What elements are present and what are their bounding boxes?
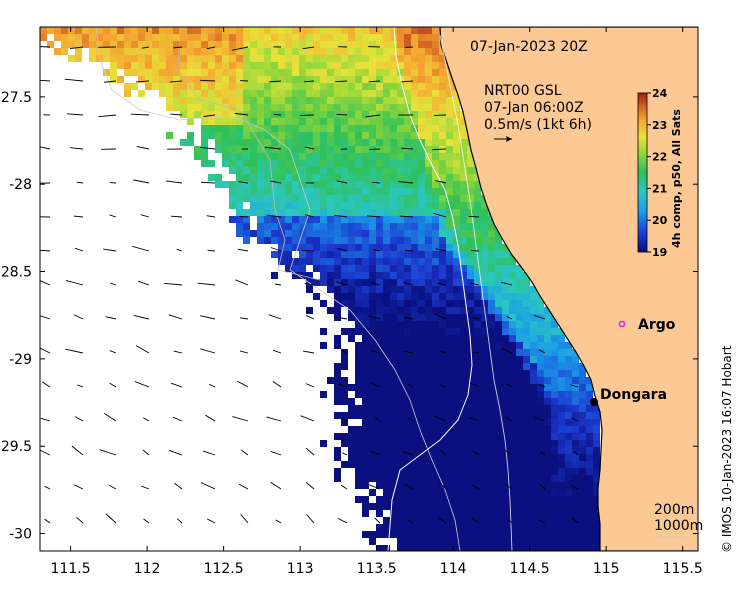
x-tick-label: 113: [287, 561, 314, 577]
x-tick-label: 112.5: [204, 561, 244, 577]
colorbar-tick-label: 20: [652, 214, 668, 227]
depth-contour-200m: [387, 27, 473, 551]
place-dongara: Dongara: [600, 387, 667, 403]
map-title: 07-Jan-2023 20Z: [470, 39, 588, 55]
depth-legend-200m: 200m: [654, 502, 694, 518]
x-tick-label: 114: [440, 561, 467, 577]
y-tick-label: -28: [9, 177, 32, 193]
x-tick-label: 115.5: [663, 561, 703, 577]
x-tick-label: 114.5: [510, 561, 550, 577]
depth-contour-shelf: [95, 27, 461, 551]
x-tick-label: 112: [134, 561, 161, 577]
depth-contour-west: [177, 27, 321, 281]
colorbar-ticks: 24 23 22 21 20 19: [647, 87, 668, 259]
x-tick-label: 111.5: [51, 561, 91, 577]
colorbar-tick-label: 24: [652, 87, 668, 100]
x-tick-label: 115: [593, 561, 620, 577]
plot-frame: [39, 26, 699, 552]
colorbar-tick-label: 21: [652, 182, 667, 195]
sst-field: [40, 27, 600, 551]
y-axis: -27.5 -28 -28.5 -29 -29.5 -30: [0, 90, 698, 543]
colorbar-tick-label: 22: [652, 151, 667, 164]
dongara-marker: [590, 398, 598, 406]
current-vectors: [40, 46, 579, 524]
x-axis: 111.5 112 112.5 113 113.5 114 114.5 115 115.5: [51, 27, 703, 577]
depth-contour-1000m: [439, 34, 513, 551]
current-label-line3: 0.5m/s (1kt 6h): [484, 117, 592, 133]
argo-marker: [618, 320, 626, 328]
y-tick-label: -29: [9, 352, 32, 368]
credit-text: © IMOS 10-Jan-2023 16:07 Hobart: [720, 345, 734, 553]
scale-arrow: [494, 136, 512, 142]
y-tick-label: -29.5: [0, 439, 32, 455]
y-tick-label: -30: [9, 527, 32, 543]
depth-legend-1000m: 1000m: [654, 518, 703, 534]
current-label-line1: NRT00 GSL: [484, 83, 562, 99]
land-mass: [439, 27, 698, 551]
colorbar-tick-label: 23: [652, 119, 667, 132]
colorbar: [637, 92, 648, 253]
colorbar-title: 4h comp, p50, All Sats: [670, 109, 683, 248]
y-tick-label: -27.5: [0, 90, 32, 106]
place-argo: Argo: [638, 317, 676, 333]
y-tick-label: -28.5: [0, 265, 32, 281]
current-label-line2: 07-Jan 06:00Z: [484, 100, 584, 116]
x-tick-label: 113.5: [357, 561, 397, 577]
colorbar-tick-label: 19: [652, 246, 667, 259]
